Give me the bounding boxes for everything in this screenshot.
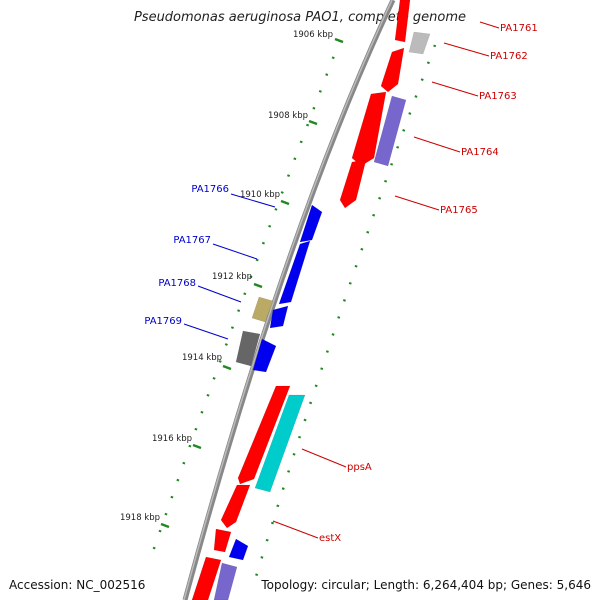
scale-tick-mark — [192, 443, 202, 450]
gene-label[interactable]: ppsA — [347, 462, 372, 473]
gene-feature[interactable] — [254, 394, 306, 493]
gene-feature[interactable] — [191, 556, 222, 600]
gene-label[interactable]: PA1768 — [158, 278, 196, 289]
genome-backbone-highlight — [183, 0, 393, 600]
scale-tick-label: 1910 kbp — [240, 190, 280, 200]
gene-feature[interactable] — [408, 31, 431, 55]
gene-feature[interactable] — [299, 204, 323, 243]
gene-leader-line — [212, 243, 258, 260]
gene-leader-line — [230, 193, 276, 208]
scale-tick-label: 1918 kbp — [120, 513, 160, 523]
gene-leader-line — [197, 285, 242, 303]
gene-feature[interactable] — [251, 296, 274, 323]
gene-leader-line — [431, 81, 479, 97]
gene-feature[interactable] — [235, 330, 261, 367]
gene-feature[interactable] — [278, 240, 311, 305]
scale-tick-label: 1912 kbp — [212, 272, 252, 282]
scale-tick-mark — [222, 364, 232, 371]
gene-feature[interactable] — [394, 0, 411, 43]
gene-label[interactable]: PA1766 — [191, 184, 229, 195]
gene-leader-line — [272, 520, 319, 539]
gene-feature[interactable] — [237, 385, 291, 485]
gene-feature[interactable] — [228, 538, 249, 561]
scale-tick-label: 1906 kbp — [293, 30, 333, 40]
gene-label[interactable]: estX — [319, 533, 341, 544]
scale-tick-mark — [334, 37, 344, 44]
gene-leader-line — [301, 448, 347, 468]
gene-label[interactable]: PA1767 — [173, 235, 211, 246]
accession-text: Accession: NC_002516 — [9, 578, 146, 592]
gene-label[interactable]: PA1763 — [479, 91, 517, 102]
gene-feature[interactable] — [380, 47, 405, 93]
scale-tick-mark — [280, 199, 290, 206]
gene-label[interactable]: PA1762 — [490, 51, 528, 62]
gene-feature[interactable] — [351, 91, 387, 167]
gene-label[interactable]: PA1761 — [500, 23, 538, 34]
gene-leader-line — [183, 323, 229, 340]
scale-tick-mark — [308, 119, 318, 126]
scale-tick-mark — [160, 522, 170, 529]
gene-label[interactable]: PA1764 — [461, 147, 499, 158]
gene-feature[interactable] — [269, 305, 289, 329]
scale-tick-mark — [253, 282, 263, 289]
gene-feature[interactable] — [213, 528, 232, 553]
gene-feature[interactable] — [339, 159, 367, 209]
gene-leader-line — [479, 21, 500, 29]
gene-feature[interactable] — [213, 562, 238, 600]
gene-feature[interactable] — [220, 484, 251, 529]
gene-leader-line — [394, 195, 440, 211]
gene-label[interactable]: PA1769 — [144, 316, 182, 327]
gene-leader-line — [443, 42, 490, 57]
scale-tick-label: 1908 kbp — [268, 111, 308, 121]
gene-leader-line — [413, 136, 461, 153]
gene-feature[interactable] — [373, 95, 407, 167]
genome-backbone — [182, 0, 396, 600]
gene-label[interactable]: PA1765 — [440, 205, 478, 216]
topology-summary: Topology: circular; Length: 6,264,404 bp… — [261, 578, 591, 592]
scale-tick-label: 1916 kbp — [152, 434, 192, 444]
scale-tick-label: 1914 kbp — [182, 353, 222, 363]
gene-feature[interactable] — [252, 338, 277, 373]
